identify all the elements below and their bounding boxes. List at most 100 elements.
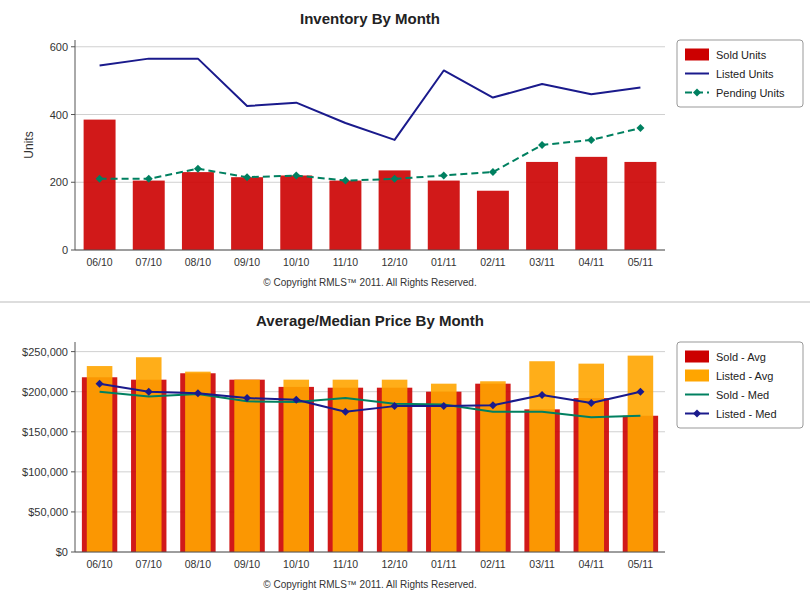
x-tick-label: 07/10 [136, 558, 162, 570]
x-tick-label: 01/11 [431, 558, 457, 570]
x-tick-label: 03/11 [529, 558, 555, 570]
marker [194, 165, 202, 173]
grid-line [75, 250, 665, 251]
legend-swatch [685, 49, 709, 61]
y-tick-label: $50,000 [28, 506, 68, 518]
marker [440, 402, 448, 410]
x-tick-label: 06/10 [86, 558, 112, 570]
x-tick-label: 12/10 [381, 558, 407, 570]
y-tick [71, 391, 75, 392]
legend-label: Sold Units [716, 49, 767, 61]
bar [283, 380, 309, 552]
y-tick [71, 471, 75, 472]
marks [82, 356, 658, 552]
y-tick [71, 182, 75, 183]
legend-marker [693, 410, 701, 418]
x-tick-label: 10/10 [283, 558, 309, 570]
legend-swatch [685, 73, 709, 75]
bar [87, 366, 113, 552]
bar [379, 170, 411, 250]
y-tick [71, 431, 75, 432]
background [0, 0, 810, 604]
marker [538, 141, 546, 149]
legend-swatch [685, 351, 709, 363]
y-tick-label: $200,000 [22, 386, 68, 398]
marker [391, 402, 399, 410]
legend-label: Listed - Avg [716, 370, 773, 382]
y-tick-label: $100,000 [22, 466, 68, 478]
x-tick-label: 10/10 [283, 256, 309, 268]
x-tick-label: 06/10 [86, 256, 112, 268]
legend-label: Sold - Avg [716, 351, 766, 363]
line [100, 128, 641, 181]
marks [84, 59, 657, 250]
marker [636, 388, 644, 396]
x-tick-label: 02/11 [480, 558, 506, 570]
title: Average/Median Price By Month [256, 312, 484, 329]
y-tick [71, 511, 75, 512]
marker [243, 394, 251, 402]
legend-box [677, 342, 803, 428]
y-tick [71, 250, 75, 251]
y-tick-label: 0 [62, 244, 68, 256]
legend: Sold - Avg Listed - Avg Sold - Med Listed -… [677, 342, 803, 428]
bar [428, 181, 460, 250]
annotation: © Copyright RMLS™ 2011. All Rights Reser… [263, 277, 476, 288]
y-tick-label: 600 [50, 41, 68, 53]
marker [391, 175, 399, 183]
y-tick-label: 400 [50, 109, 68, 121]
legend-swatch [685, 394, 709, 396]
bar [529, 361, 555, 552]
legend-label: Listed Units [716, 68, 774, 80]
marker [96, 175, 104, 183]
x-tick-label: 08/10 [185, 558, 211, 570]
y-tick-label: $150,000 [22, 426, 68, 438]
marker [440, 171, 448, 179]
y-tick [71, 552, 75, 553]
line [100, 384, 641, 412]
line [100, 59, 641, 140]
x-axis [75, 250, 665, 251]
grid-line [75, 552, 665, 553]
marker [587, 136, 595, 144]
chart: Average/Median Price By Month$0$50,000$1… [0, 302, 810, 590]
bar [431, 384, 457, 552]
separator [0, 302, 810, 303]
x-tick-label: 01/11 [431, 256, 457, 268]
x-tick-label: 09/10 [234, 256, 260, 268]
x-tick-label: 02/11 [480, 256, 506, 268]
bar [575, 157, 607, 250]
y-axis-label: Units [22, 131, 36, 158]
bar [280, 175, 312, 250]
x-tick-label: 04/11 [579, 256, 605, 268]
x-tick-label: 03/11 [529, 256, 555, 268]
bar [185, 372, 211, 552]
legend: Sold Units Listed Units Pending Units [677, 40, 803, 107]
x-tick-label: 05/11 [628, 558, 654, 570]
marker [96, 380, 104, 388]
line [100, 392, 641, 418]
legend-label: Listed - Med [716, 408, 777, 420]
marker [341, 408, 349, 416]
x-tick-label: 12/10 [381, 256, 407, 268]
marker [243, 173, 251, 181]
grid-line [75, 351, 665, 352]
marker [145, 175, 153, 183]
x-tick-label: 11/10 [333, 256, 359, 268]
legend-label: Sold - Med [716, 389, 769, 401]
y-tick [71, 46, 75, 47]
legend-box [677, 40, 803, 107]
bar [229, 380, 264, 552]
bar [234, 380, 260, 552]
bar [231, 177, 263, 250]
bar [526, 162, 558, 250]
annotation: © Copyright RMLS™ 2011. All Rights Reser… [263, 579, 476, 590]
legend-swatch [685, 370, 709, 382]
grid-line [75, 46, 665, 47]
x-tick-label: 07/10 [136, 256, 162, 268]
x-tick-label: 11/10 [333, 558, 359, 570]
bar [480, 381, 506, 552]
y-axis [75, 342, 76, 552]
y-tick [71, 351, 75, 352]
legend-label: Pending Units [716, 87, 785, 99]
